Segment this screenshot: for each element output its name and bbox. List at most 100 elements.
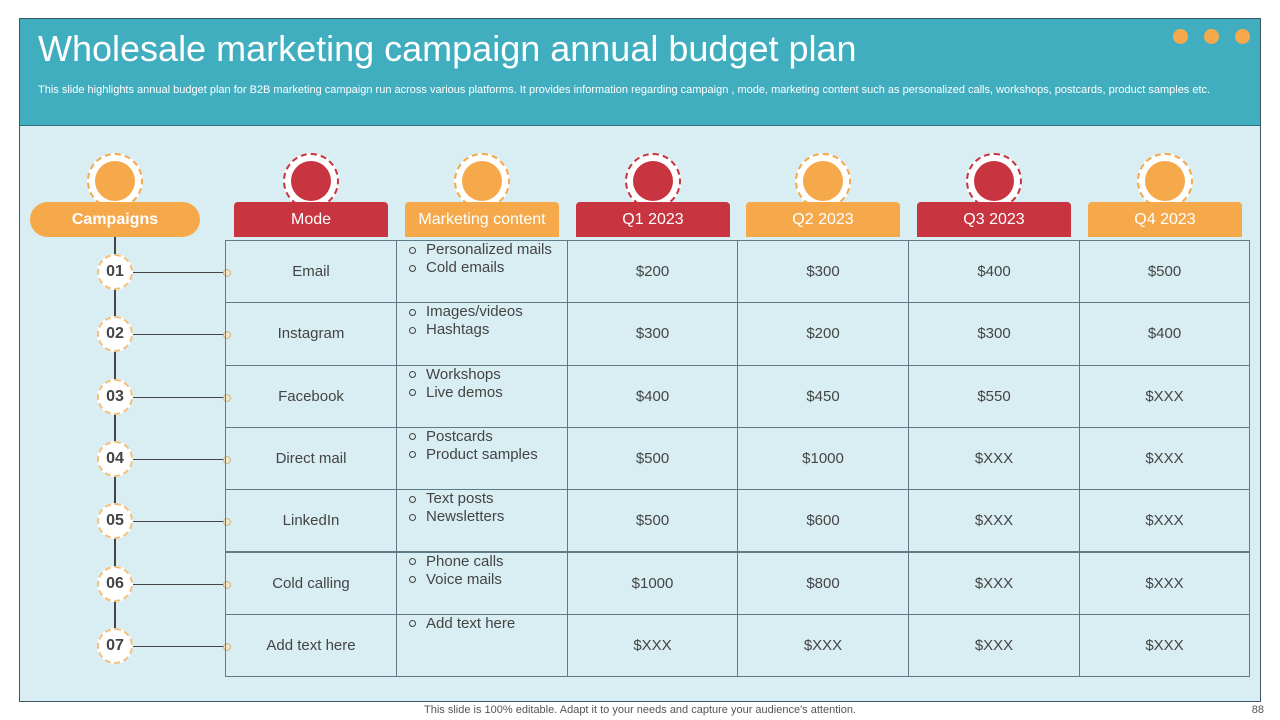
deco-dot [1204,29,1219,44]
column-header: Q2 2023 [746,202,900,237]
budget-cell: $XXX [737,613,909,678]
column-header: Q4 2023 [1088,202,1242,237]
budget-cell: $300 [737,240,909,304]
budget-cell: $450 [737,364,909,428]
budget-cell: $1000 [567,551,738,615]
content-item: Add text here [409,615,515,633]
column-header: Q1 2023 [576,202,730,237]
icon-badge [283,153,339,209]
budget-cell: $200 [737,302,909,366]
budget-cell: $400 [908,240,1080,304]
content-item: Postcards [409,428,493,446]
budget-cell: $550 [908,364,1080,428]
budget-cell: $1000 [737,426,909,491]
icon [1145,161,1185,201]
icon-badge [1137,153,1193,209]
content-item: Personalized mails [409,241,552,259]
row-number: 05 [97,503,133,540]
mode-cell: Add text here [225,613,397,678]
connector [133,583,227,585]
mode-cell: Direct mail [225,426,397,491]
icon-badge [454,153,510,209]
column-header: Marketing content [405,202,559,237]
row-number: 06 [97,565,133,602]
icon [291,161,331,201]
budget-cell: $XXX [908,426,1080,491]
title: Wholesale marketing campaign annual budg… [38,28,857,69]
content-item: Hashtags [409,321,489,339]
icon-badge [795,153,851,209]
connector [133,459,227,461]
connector-dot [223,331,231,340]
icon-badge [625,153,681,209]
mode-cell: Email [225,240,397,304]
subtitle: This slide highlights annual budget plan… [38,84,1211,96]
connector-dot [223,580,231,589]
header-band [20,19,1260,126]
column-header: Mode [234,202,388,237]
icon [974,161,1014,201]
content-item: Phone calls [409,553,504,571]
budget-cell: $500 [1079,240,1250,304]
connector-dot [223,456,231,465]
row-number: 01 [97,254,133,291]
budget-cell: $XXX [908,613,1080,678]
icon [462,161,502,201]
budget-cell: $XXX [1079,551,1250,615]
connector [133,272,227,274]
content-cell: Phone calls Voice mails [396,551,568,615]
budget-cell: $XXX [1079,489,1250,553]
connector [133,645,227,647]
content-item: Live demos [409,384,503,402]
budget-cell: $XXX [908,489,1080,553]
budget-cell: $XXX [1079,426,1250,491]
content-item: Voice mails [409,571,502,589]
content-item: Images/videos [409,303,523,321]
budget-cell: $500 [567,426,738,491]
connector [133,521,227,523]
content-item: Workshops [409,366,501,384]
budget-cell: $400 [567,364,738,428]
budget-cell: $XXX [1079,364,1250,428]
budget-cell: $200 [567,240,738,304]
column-header: Q3 2023 [917,202,1071,237]
budget-cell: $XXX [1079,613,1250,678]
page-number: 88 [1251,704,1264,716]
budget-cell: $300 [908,302,1080,366]
connector-dot [223,393,231,402]
content-cell: Workshops Live demos [396,364,568,428]
deco-dot [1235,29,1250,44]
content-cell: Postcards Product samples [396,426,568,491]
mode-cell: Facebook [225,364,397,428]
row-number: 02 [97,316,133,353]
connector [133,396,227,398]
row-number: 04 [97,441,133,478]
content-item: Newsletters [409,508,504,526]
row-number: 07 [97,627,133,664]
budget-cell: $400 [1079,302,1250,366]
budget-cell: $500 [567,489,738,553]
budget-cell: $XXX [908,551,1080,615]
content-item: Product samples [409,446,538,464]
content-item: Text posts [409,490,494,508]
icon-badge [87,153,143,209]
budget-cell: $600 [737,489,909,553]
budget-cell: $300 [567,302,738,366]
connector [133,334,227,336]
icon [95,161,135,201]
row-number: 03 [97,378,133,415]
mode-cell: Cold calling [225,551,397,615]
connector-dot [223,518,231,527]
content-item: Cold emails [409,259,504,277]
budget-cell: $XXX [567,613,738,678]
content-cell: Text posts Newsletters [396,489,568,553]
budget-cell: $800 [737,551,909,615]
mode-cell: Instagram [225,302,397,366]
connector-dot [223,642,231,651]
content-cell: Images/videos Hashtags [396,302,568,366]
content-cell: Add text here [396,613,568,678]
icon-badge [966,153,1022,209]
content-cell: Personalized mails Cold emails [396,240,568,304]
icon [803,161,843,201]
